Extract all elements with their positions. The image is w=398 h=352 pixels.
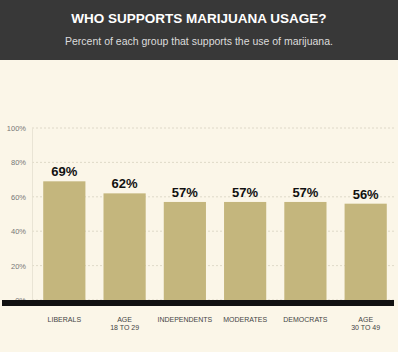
chart: WHO SUPPORTS MARIJUANA USAGE? Percent of … bbox=[0, 0, 398, 352]
bar bbox=[284, 202, 326, 300]
y-tick-label: 20% bbox=[11, 262, 26, 271]
bar bbox=[164, 202, 206, 300]
y-tick: 100% bbox=[7, 124, 32, 133]
x-tick: INDEPENDENTS bbox=[157, 303, 212, 323]
data-labels: 69% 62% 57% 57% 57% 56% bbox=[51, 164, 379, 201]
x-tick: DEMOCRATS bbox=[283, 303, 328, 323]
grid-line bbox=[32, 196, 394, 197]
subtitle: Percent of each group that supports the … bbox=[65, 35, 333, 47]
x-tick-label: MODERATES bbox=[223, 316, 267, 323]
x-tick-label: AGE30 TO 49 bbox=[351, 316, 380, 331]
data-label: 57% bbox=[232, 185, 258, 200]
x-axis: LIBERALS AGE18 TO 29 INDEPENDENTS MODERATES… bbox=[2, 303, 394, 331]
data-label: 56% bbox=[353, 187, 379, 202]
grid bbox=[32, 128, 394, 300]
grid-line bbox=[32, 265, 394, 266]
y-tick-label: 40% bbox=[11, 227, 26, 236]
y-axis-line bbox=[32, 129, 33, 301]
bars bbox=[43, 181, 387, 300]
y-tick-label: 80% bbox=[11, 158, 26, 167]
y-tick: 80% bbox=[11, 158, 32, 167]
y-tick: 20% bbox=[11, 262, 32, 271]
y-tick-label: 100% bbox=[7, 124, 27, 133]
y-tick: 40% bbox=[11, 227, 32, 236]
x-tick: MODERATES bbox=[223, 303, 267, 323]
y-axis: 0%20%40%60%80%100% bbox=[7, 124, 33, 305]
bar bbox=[104, 193, 146, 300]
data-label: 62% bbox=[112, 176, 138, 191]
x-axis-line bbox=[2, 300, 394, 306]
y-tick-label: 60% bbox=[11, 193, 26, 202]
x-tick-label: LIBERALS bbox=[48, 316, 82, 323]
grid-line bbox=[32, 162, 394, 163]
grid-line bbox=[32, 128, 394, 129]
bar bbox=[43, 181, 85, 300]
data-label: 57% bbox=[292, 185, 318, 200]
grid-line bbox=[32, 231, 394, 232]
title: WHO SUPPORTS MARIJUANA USAGE? bbox=[71, 11, 326, 26]
x-tick-label: DEMOCRATS bbox=[283, 316, 328, 323]
y-tick: 60% bbox=[11, 193, 32, 202]
x-tick-label: AGE18 TO 29 bbox=[110, 316, 139, 331]
x-tick: AGE18 TO 29 bbox=[110, 303, 139, 331]
data-label: 57% bbox=[172, 185, 198, 200]
x-tick-label: INDEPENDENTS bbox=[157, 316, 212, 323]
bar bbox=[224, 202, 266, 300]
background bbox=[0, 0, 398, 352]
data-label: 69% bbox=[51, 164, 77, 179]
x-tick: LIBERALS bbox=[48, 303, 82, 323]
x-tick: AGE30 TO 49 bbox=[351, 303, 380, 331]
bar bbox=[345, 204, 387, 300]
header-band bbox=[0, 0, 398, 60]
